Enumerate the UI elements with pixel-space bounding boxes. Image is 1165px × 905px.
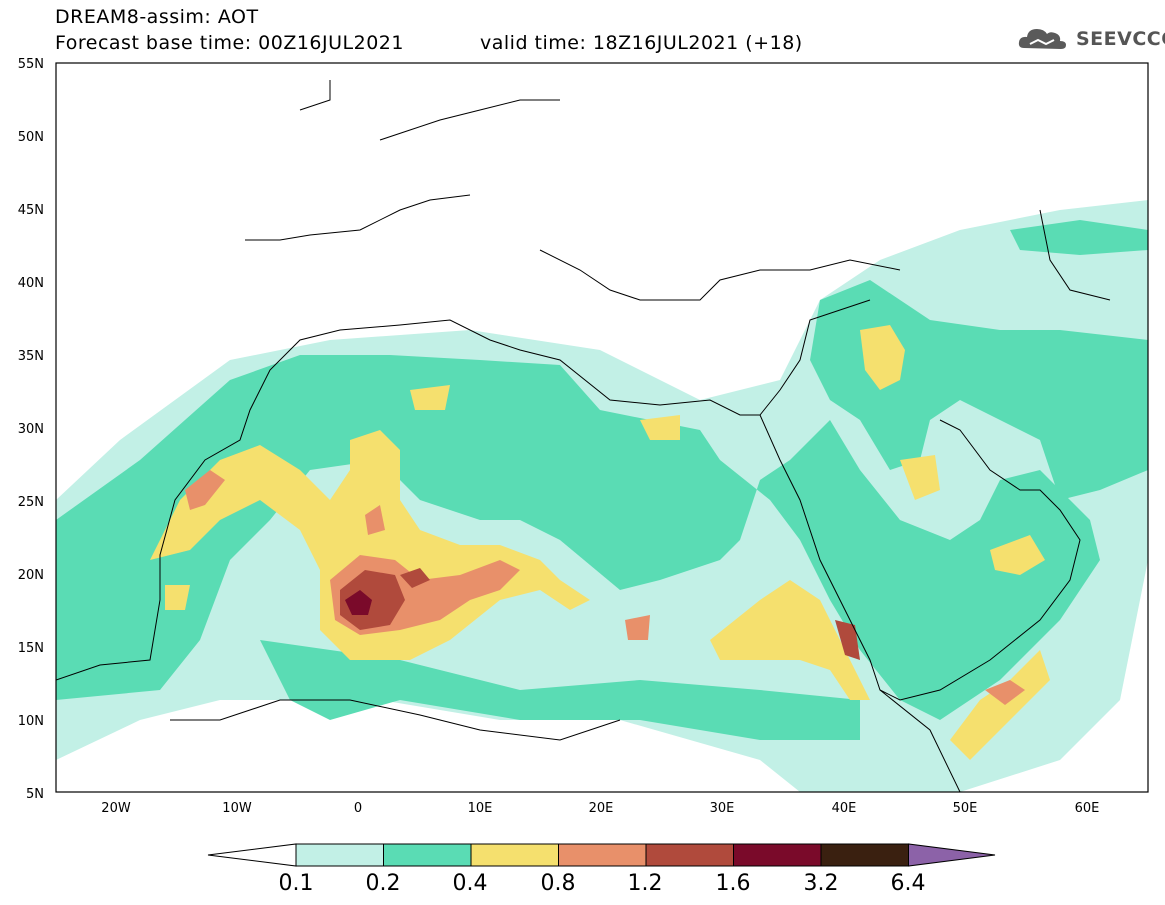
aot-band-darkred-b (400, 568, 430, 588)
lat-axis: 55N 50N 45N 40N 35N 30N 25N 20N 15N 10N … (18, 57, 44, 802)
lat-label: 35N (18, 349, 44, 364)
aot-band-yellow-c (165, 585, 190, 610)
colorbar (207, 843, 996, 867)
lon-label: 30E (710, 801, 735, 816)
colorbar-label: 3.2 (804, 871, 839, 896)
colorbar-swatch (558, 843, 647, 867)
aot-band-green-south (260, 640, 860, 740)
colorbar-swatch (645, 843, 734, 867)
colorbar-label: 0.8 (541, 871, 576, 896)
lon-label: 10E (468, 801, 493, 816)
seevccc-logo: SEEVCCC (1016, 22, 1165, 56)
colorbar-label: 6.4 (891, 871, 926, 896)
lat-label: 10N (18, 714, 44, 729)
aot-band-yellow-a (410, 385, 450, 410)
cloud-icon (1018, 29, 1066, 49)
colorbar-arrow-high (908, 843, 996, 867)
colorbar-label: 1.2 (628, 871, 663, 896)
lat-label: 15N (18, 641, 44, 656)
aot-band-yellow-b (640, 415, 680, 440)
lon-label: 20E (589, 801, 614, 816)
lat-label: 40N (18, 276, 44, 291)
aot-band-green-west (56, 355, 1100, 720)
aot-band-darkred-c (835, 620, 860, 660)
lat-label: 5N (26, 787, 44, 802)
aot-band-yellow-sudan (710, 580, 870, 700)
aot-band-maroon (345, 590, 372, 615)
lon-label: 10W (222, 801, 252, 816)
lat-label: 45N (18, 203, 44, 218)
aot-band-orange-c (365, 505, 385, 535)
aot-band-orange-mauritania (185, 470, 225, 510)
aot-band-yellow-gulf (900, 455, 940, 500)
lon-axis: 20W 10W 0 10E 20E 30E 40E 50E 60E (101, 801, 1099, 816)
lat-label: 30N (18, 422, 44, 437)
aot-band-yellow-oman (990, 535, 1045, 575)
aot-band-yellow-arabia (950, 650, 1050, 760)
aot-field (56, 200, 1148, 792)
colorbar-swatch (820, 843, 909, 867)
lat-label: 20N (18, 568, 44, 583)
lon-label: 60E (1075, 801, 1100, 816)
colorbar-swatch (295, 843, 384, 867)
colorbar-label: 0.2 (366, 871, 401, 896)
colorbar-labels: 0.1 0.2 0.4 0.8 1.2 1.6 3.2 6.4 (279, 871, 926, 896)
colorbar-arrow-low (207, 843, 297, 867)
valid-time: valid time: 18Z16JUL2021 (+18) (480, 32, 803, 54)
aot-band-yellow-sahara (150, 430, 590, 660)
lat-label: 55N (18, 57, 44, 72)
logo-text: SEEVCCC (1076, 28, 1165, 50)
lat-label: 50N (18, 130, 44, 145)
lon-label: 0 (354, 801, 362, 816)
coastlines (56, 80, 1111, 792)
aot-band-orange-d (625, 615, 650, 640)
forecast-base-time: Forecast base time: 00Z16JUL2021 (55, 32, 404, 54)
lon-label: 40E (832, 801, 857, 816)
colorbar-label: 0.4 (453, 871, 488, 896)
lat-label: 25N (18, 495, 44, 510)
lon-label: 20W (101, 801, 131, 816)
colorbar-label: 0.1 (279, 871, 314, 896)
map-frame (55, 62, 1149, 793)
chart-title: DREAM8-assim: AOT (55, 6, 259, 28)
colorbar-swatch (733, 843, 822, 867)
lon-label: 50E (953, 801, 978, 816)
colorbar-swatch (470, 843, 559, 867)
aot-band-orange-e (985, 680, 1025, 705)
colorbar-label: 1.6 (716, 871, 751, 896)
colorbar-swatch (383, 843, 472, 867)
aot-band-green-caspian (1010, 220, 1148, 255)
aot-band-yellow-iraq (860, 325, 905, 390)
